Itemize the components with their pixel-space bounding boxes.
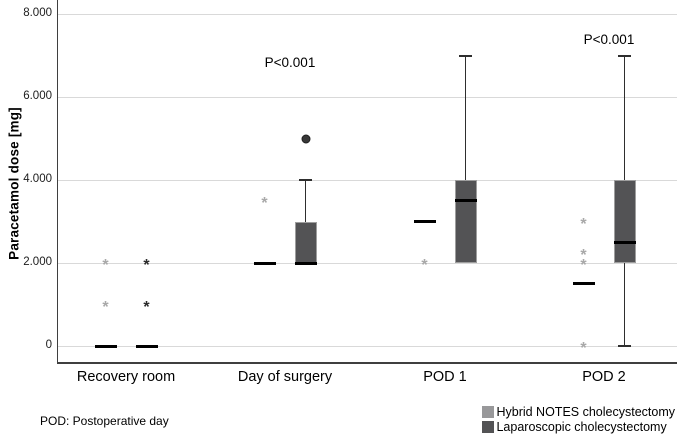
gridline xyxy=(58,179,677,181)
median-hybrid-notes-cholecystectomy-pod-2 xyxy=(572,282,595,286)
whisker-cap-laparoscopic-cholecystectomy-pod-1 xyxy=(459,54,472,57)
y-tick-label: 2.000 xyxy=(23,256,52,268)
median-hybrid-notes-cholecystectomy-recovery-room xyxy=(94,344,117,348)
gridline xyxy=(58,345,677,347)
outlier-asterisk-laparoscopic-cholecystectomy-recovery-room: * xyxy=(143,298,150,316)
median-laparoscopic-cholecystectomy-pod-1 xyxy=(454,199,477,203)
legend: Hybrid NOTES cholecystectomy Laparoscopic… xyxy=(482,405,675,434)
x-axis-line xyxy=(57,362,677,364)
gridline xyxy=(58,96,677,98)
box-laparoscopic-cholecystectomy-pod-2 xyxy=(613,180,636,263)
whisker-high-laparoscopic-cholecystectomy-pod-1 xyxy=(464,55,467,180)
outlier-asterisk-laparoscopic-cholecystectomy-recovery-room: * xyxy=(143,256,150,274)
y-tick-label: 8.000 xyxy=(23,7,52,19)
median-hybrid-notes-cholecystectomy-pod-1 xyxy=(413,220,436,223)
whisker-cap-low-laparoscopic-cholecystectomy-pod-2 xyxy=(618,345,631,347)
median-laparoscopic-cholecystectomy-pod-2 xyxy=(613,240,636,244)
y-axis-line xyxy=(57,0,59,363)
legend-item-laparoscopic-cholecystectomy: Laparoscopic cholecystectomy xyxy=(482,420,675,434)
box-laparoscopic-cholecystectomy-pod-1 xyxy=(454,180,477,263)
median-hybrid-notes-cholecystectomy-day-of-surgery xyxy=(253,261,276,265)
p-value-annotation-pod-2: P<0.001 xyxy=(583,31,635,47)
legend-label: Laparoscopic cholecystectomy xyxy=(496,420,667,434)
outlier-asterisk-hybrid-notes-cholecystectomy-pod-1: * xyxy=(421,256,428,274)
outlier-asterisk-hybrid-notes-cholecystectomy-pod-2: * xyxy=(580,215,587,233)
outlier-asterisk-hybrid-notes-cholecystectomy-pod-2: * xyxy=(580,246,587,264)
whisker-high-laparoscopic-cholecystectomy-pod-2 xyxy=(623,55,626,180)
legend-label: Hybrid NOTES cholecystectomy xyxy=(496,405,675,419)
outlier-asterisk-hybrid-notes-cholecystectomy-recovery-room: * xyxy=(102,298,109,316)
outlier-asterisk-hybrid-notes-cholecystectomy-pod-2: * xyxy=(580,339,587,357)
whisker-high-laparoscopic-cholecystectomy-day-of-surgery xyxy=(304,180,307,222)
legend-swatch xyxy=(482,421,495,433)
whisker-cap-laparoscopic-cholecystectomy-pod-2 xyxy=(618,54,631,57)
outlier-asterisk-hybrid-notes-cholecystectomy-day-of-surgery: * xyxy=(261,194,268,212)
median-laparoscopic-cholecystectomy-day-of-surgery xyxy=(294,261,317,265)
outlier-circle-laparoscopic-cholecystectomy-day-of-surgery xyxy=(301,134,310,143)
outlier-asterisk-hybrid-notes-cholecystectomy-recovery-room: * xyxy=(102,256,109,274)
box-laparoscopic-cholecystectomy-day-of-surgery xyxy=(294,221,317,263)
x-tick-label-pod-1: POD 1 xyxy=(423,369,467,385)
y-tick-label: 0 xyxy=(45,339,52,351)
whisker-low-laparoscopic-cholecystectomy-pod-2 xyxy=(623,263,626,346)
gridline xyxy=(58,262,677,264)
legend-swatch xyxy=(482,406,495,418)
x-tick-label-day-of-surgery: Day of surgery xyxy=(237,369,333,385)
footnote: POD: Postoperative day xyxy=(40,414,169,428)
gridline xyxy=(58,13,677,15)
y-tick-label: 4.000 xyxy=(23,173,52,185)
whisker-cap-laparoscopic-cholecystectomy-day-of-surgery xyxy=(299,179,312,181)
p-value-annotation-day-of-surgery: P<0.001 xyxy=(264,54,316,70)
x-tick-label-recovery-room: Recovery room xyxy=(76,369,176,385)
median-laparoscopic-cholecystectomy-recovery-room xyxy=(135,344,158,348)
x-tick-label-pod-2: POD 2 xyxy=(582,369,626,385)
outlier-asterisk-hybrid-notes-cholecystectomy-pod-2: * xyxy=(580,256,587,274)
y-tick-label: 6.000 xyxy=(23,90,52,102)
legend-item-hybrid-notes-cholecystectomy: Hybrid NOTES cholecystectomy xyxy=(482,405,675,419)
